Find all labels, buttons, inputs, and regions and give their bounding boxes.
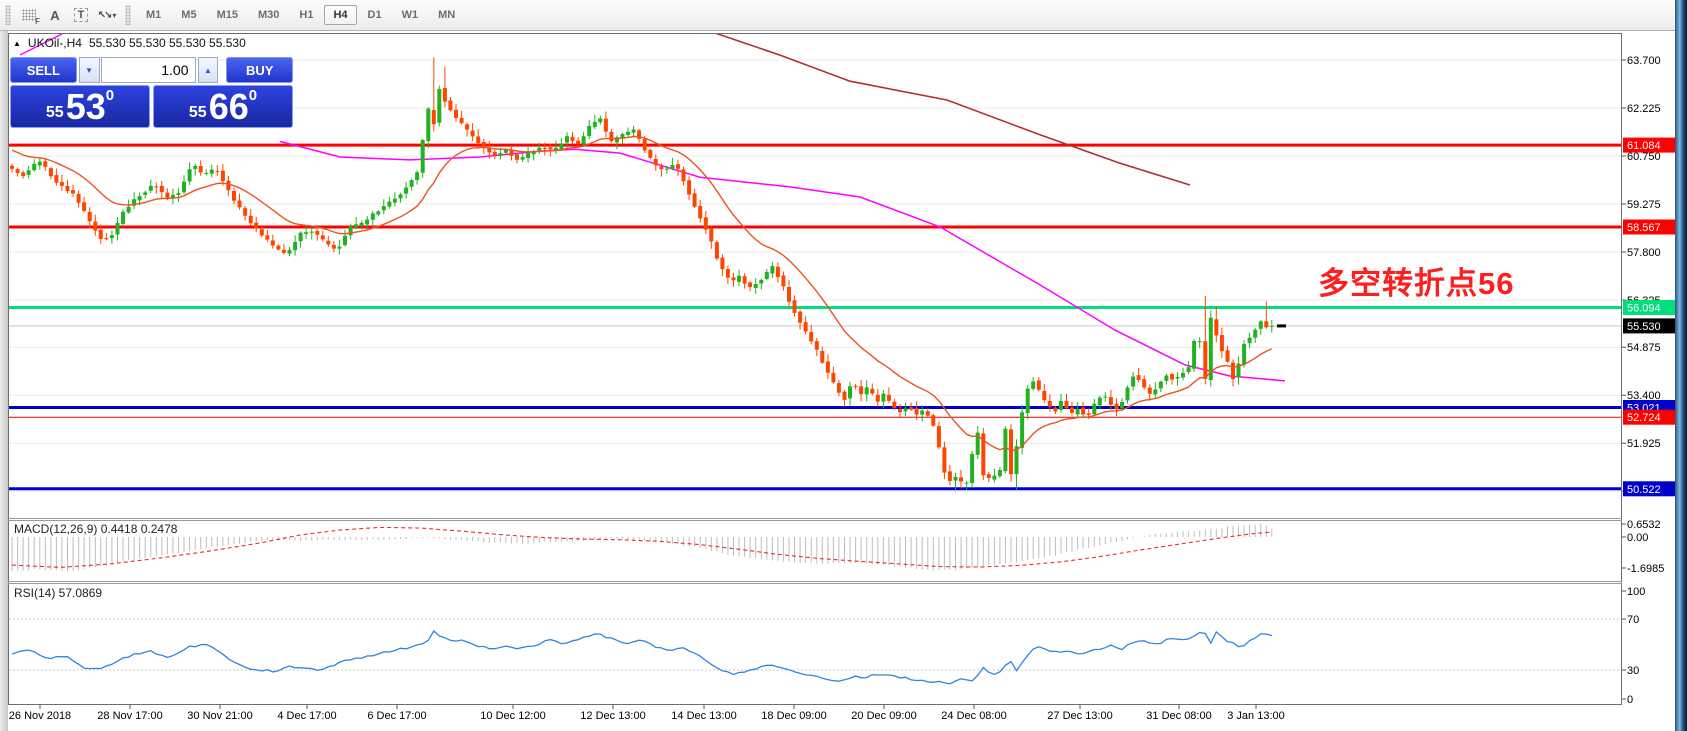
svg-text:12 Dec 13:00: 12 Dec 13:00	[580, 710, 645, 722]
svg-text:24 Dec 08:00: 24 Dec 08:00	[941, 710, 1006, 722]
svg-text:0: 0	[1627, 694, 1633, 706]
svg-text:18 Dec 09:00: 18 Dec 09:00	[761, 710, 826, 722]
chevron-down-icon: ▾	[112, 10, 117, 20]
toolbar-drag-handle[interactable]	[125, 5, 131, 25]
buy-button[interactable]: BUY	[226, 57, 293, 83]
svg-text:27 Dec 13:00: 27 Dec 13:00	[1047, 710, 1112, 722]
sell-price-point: 0	[105, 87, 115, 104]
sell-button[interactable]: SELL	[10, 57, 77, 83]
timeframe-button-H1[interactable]: H1	[299, 9, 314, 21]
timeframe-button-W1[interactable]: W1	[401, 9, 419, 21]
svg-text:54.875: 54.875	[1627, 342, 1661, 354]
svg-text:31 Dec 08:00: 31 Dec 08:00	[1146, 710, 1211, 722]
text-label-button[interactable]: A	[43, 3, 67, 27]
svg-text:100: 100	[1627, 586, 1645, 598]
svg-text:52.724: 52.724	[1627, 412, 1661, 424]
timeframe-button-M15[interactable]: M15	[216, 9, 238, 21]
buy-price-point: 0	[248, 87, 258, 104]
timeframe-button-MN[interactable]: MN	[438, 9, 456, 21]
timeframe-toolbar: M1 M5 M15 M30 H1 H4 D1 W1 MN	[136, 5, 465, 25]
text-label-icon: A	[50, 7, 60, 23]
svg-text:70: 70	[1627, 614, 1639, 626]
symbol-period-label: UKOil-,H4	[27, 36, 82, 50]
rsi-indicator-label: RSI(14) 57.0869	[14, 586, 103, 600]
svg-text:-1.6985: -1.6985	[1627, 563, 1664, 575]
one-click-trading-panel: SELL ▼ ▲ BUY 55 53 0 55 66 0	[10, 57, 293, 128]
svg-text:20 Dec 09:00: 20 Dec 09:00	[851, 710, 916, 722]
svg-text:53.400: 53.400	[1627, 390, 1661, 402]
svg-text:60.750: 60.750	[1627, 151, 1661, 163]
svg-text:14 Dec 13:00: 14 Dec 13:00	[671, 710, 736, 722]
svg-text:30: 30	[1627, 665, 1639, 677]
toolbar-drag-handle[interactable]	[5, 5, 11, 25]
svg-text:10 Dec 12:00: 10 Dec 12:00	[480, 710, 545, 722]
svg-text:0.00: 0.00	[1627, 532, 1648, 544]
svg-text:56.094: 56.094	[1627, 303, 1661, 315]
svg-text:26 Nov 2018: 26 Nov 2018	[9, 710, 71, 722]
volume-increase-button[interactable]: ▲	[197, 57, 219, 83]
svg-text:63.700: 63.700	[1627, 55, 1661, 67]
timeframe-button-H4[interactable]: H4	[324, 5, 357, 25]
svg-text:62.225: 62.225	[1627, 103, 1661, 115]
buy-price-head: 55	[188, 104, 207, 121]
svg-text:61.084: 61.084	[1627, 140, 1661, 152]
collapse-triangle-icon: ▲	[13, 38, 21, 48]
svg-text:50.522: 50.522	[1627, 484, 1661, 496]
sell-price-pips: 53	[65, 86, 106, 128]
svg-text:30 Nov 21:00: 30 Nov 21:00	[187, 710, 252, 722]
template-grid-icon: F	[22, 9, 40, 26]
timeframe-button-D1[interactable]: D1	[367, 9, 382, 21]
svg-text:4 Dec 17:00: 4 Dec 17:00	[277, 710, 336, 722]
svg-text:59.275: 59.275	[1627, 199, 1661, 211]
window-right-edge	[1675, 0, 1687, 731]
svg-text:51.925: 51.925	[1627, 438, 1661, 450]
text-object-button[interactable]: T	[69, 3, 93, 27]
chart-text-annotation: 多空转折点56	[1318, 266, 1515, 301]
svg-text:0.6532: 0.6532	[1627, 519, 1661, 531]
text-object-icon: T	[73, 8, 89, 22]
svg-text:55.530: 55.530	[1627, 321, 1661, 333]
timeframe-button-M30[interactable]: M30	[257, 9, 280, 21]
window-left-edge	[0, 30, 8, 731]
svg-text:57.800: 57.800	[1627, 247, 1661, 259]
chart-title: ▲ UKOil-,H4 55.530 55.530 55.530 55.530	[13, 36, 246, 50]
buy-price-pips: 66	[208, 86, 249, 128]
volume-input[interactable]	[100, 57, 196, 83]
svg-text:58.567: 58.567	[1627, 222, 1661, 234]
svg-text:28 Nov 17:00: 28 Nov 17:00	[97, 710, 162, 722]
sell-price-button[interactable]: 55 53 0	[10, 85, 150, 128]
arrow-objects-button[interactable]: ↖↘ ▾	[95, 3, 119, 27]
timeframe-button-M5[interactable]: M5	[181, 9, 197, 21]
macd-indicator-label: MACD(12,26,9) 0.4418 0.2478	[14, 522, 178, 536]
volume-decrease-button[interactable]: ▼	[78, 57, 100, 83]
svg-text:6 Dec 17:00: 6 Dec 17:00	[367, 710, 426, 722]
timeframe-button-M1[interactable]: M1	[146, 9, 162, 21]
sell-price-head: 55	[45, 104, 64, 121]
main-toolbar: F A T ↖↘ ▾ M1 M5 M15 M30 H1 H4 D1 W1 MN	[0, 0, 1687, 31]
buy-price-button[interactable]: 55 66 0	[153, 85, 293, 128]
template-grid-icon-button[interactable]: F	[17, 3, 41, 27]
ohlc-quotes: 55.530 55.530 55.530 55.530	[88, 36, 246, 50]
svg-text:3 Jan 13:00: 3 Jan 13:00	[1227, 710, 1285, 722]
arrow-objects-icon: ↖↘	[97, 9, 113, 21]
